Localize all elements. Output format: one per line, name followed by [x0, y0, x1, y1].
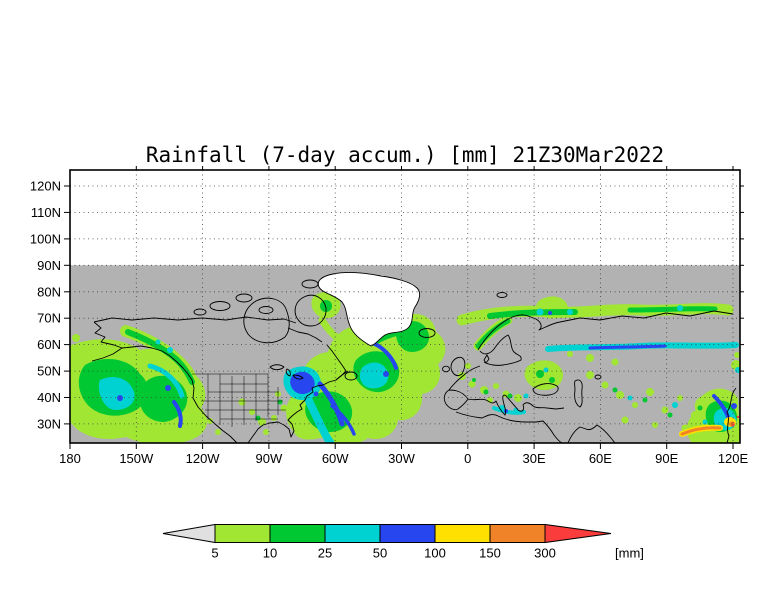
- x-tick-label: 60E: [589, 451, 612, 466]
- lake-huron: [285, 368, 291, 377]
- plot-area: 120N 110N 100N 90N 80N 70N 60N 50N 40N 3…: [30, 166, 749, 466]
- state-borders: [192, 373, 286, 427]
- colorbar-label: 10: [263, 546, 277, 561]
- plot-frame: [69, 169, 741, 444]
- baffin-island: [294, 294, 327, 327]
- y-tick-label: 120N: [30, 179, 61, 194]
- colorbar-label: 300: [534, 546, 556, 561]
- west-europe-coast: [448, 365, 481, 391]
- colorbar-unit-label: [mm]: [615, 546, 644, 561]
- denmark: [483, 354, 490, 364]
- y-tick-label: 30N: [37, 416, 61, 431]
- coastlines: [91, 272, 737, 444]
- y-tick-label: 90N: [37, 258, 61, 273]
- axis-ticks: [64, 166, 744, 449]
- gulf-st-lawrence: [335, 370, 349, 381]
- colorbar-label: 150: [479, 546, 501, 561]
- colorbar-segment-100-150: [434, 524, 491, 543]
- mediterranean-north-coast: [467, 394, 565, 416]
- x-tick-label: 150W: [119, 451, 154, 466]
- arctic-coast: [93, 316, 297, 324]
- rain-band-over-300: [731, 415, 740, 427]
- colorbar-segment-50-100: [379, 524, 436, 543]
- scandinavia-baltic: [479, 334, 522, 366]
- y-tick-label: 50N: [37, 364, 61, 379]
- hudson-strait: [287, 327, 323, 343]
- ireland: [442, 365, 450, 373]
- north-america-west-coast: [93, 321, 238, 444]
- svalbard: [496, 292, 508, 298]
- arabia-coast: [567, 424, 616, 444]
- y-tick-label: 80N: [37, 284, 61, 299]
- black-sea: [532, 383, 559, 396]
- rain-band-25-50: [98, 305, 740, 443]
- y-axis-labels: 120N 110N 100N 90N 80N 70N 60N 50N 40N 3…: [30, 179, 61, 432]
- great-britain: [450, 356, 466, 376]
- colorbar-labels: 5 10 25 50 100 150 300: [211, 546, 555, 561]
- x-axis-labels: 180 150W 120W 90W 60W 30W 0 30E 60E 90E …: [59, 451, 748, 466]
- lake-erie-ontario: [292, 374, 304, 380]
- alaska-peninsula: [91, 347, 123, 362]
- colorbar-label: 100: [424, 546, 446, 561]
- x-tick-label: 0: [464, 451, 471, 466]
- colorbar: 5 10 25 50 100 150 300 [mm]: [162, 523, 644, 561]
- colorbar-label: 50: [373, 546, 387, 561]
- colorbar-right-arrow: [544, 523, 612, 544]
- x-tick-label: 60W: [322, 451, 349, 466]
- colorbar-segment-5-10: [214, 524, 271, 543]
- east-asia-coast: [726, 387, 737, 444]
- y-tick-label: 110N: [31, 205, 61, 220]
- colorbar-segment-25-50: [324, 524, 381, 543]
- iberia: [443, 389, 469, 411]
- north-africa-coast: [455, 411, 563, 444]
- chart-title: Rainfall (7-day accum.) [mm] 21Z30Mar202…: [146, 143, 664, 167]
- hudson-bay: [243, 297, 290, 344]
- colorbar-label: 5: [211, 546, 218, 561]
- gridlines: [70, 170, 740, 443]
- eurasia-arctic-coast: [477, 310, 734, 351]
- lake-superior: [269, 364, 285, 371]
- x-tick-label: 30W: [388, 451, 415, 466]
- colorbar-segment-10-25: [269, 524, 326, 543]
- colorbar-segment-150-300: [489, 524, 546, 543]
- x-tick-label: 180: [59, 451, 81, 466]
- iceland: [418, 328, 436, 338]
- colorbar-label: 25: [318, 546, 332, 561]
- y-tick-label: 70N: [37, 311, 61, 326]
- x-tick-label: 30E: [523, 451, 546, 466]
- caspian-sea: [574, 379, 583, 408]
- x-tick-label: 120E: [718, 451, 749, 466]
- y-tick-label: 100N: [30, 231, 61, 246]
- y-tick-label: 60N: [37, 337, 61, 352]
- x-tick-label: 120W: [186, 451, 221, 466]
- colorbar-left-arrow: [162, 523, 216, 544]
- x-tick-label: 90W: [256, 451, 283, 466]
- greenland: [317, 272, 421, 347]
- newfoundland: [344, 371, 358, 381]
- y-tick-label: 40N: [37, 390, 61, 405]
- x-tick-label: 90E: [655, 451, 678, 466]
- aral-sea: [594, 374, 602, 380]
